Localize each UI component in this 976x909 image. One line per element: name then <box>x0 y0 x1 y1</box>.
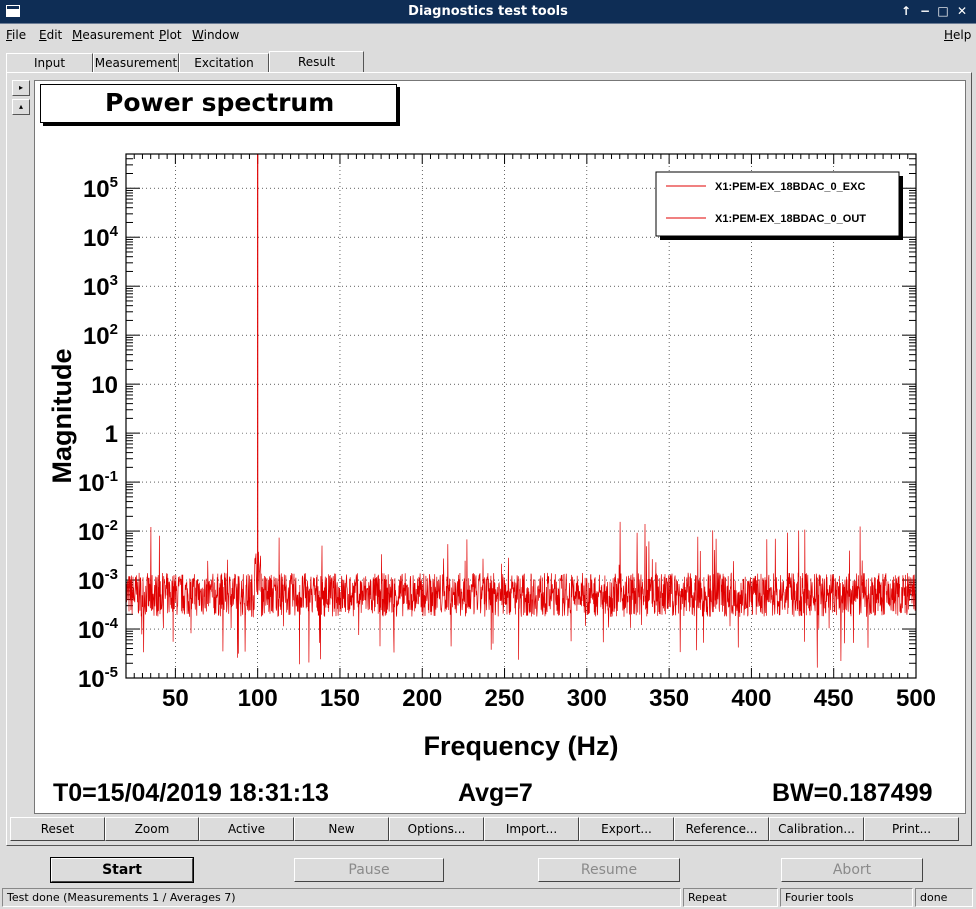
tab-input[interactable]: Input <box>6 53 93 73</box>
x-tick-label: 100 <box>238 685 278 712</box>
y-tick-label: 10-4 <box>78 615 119 644</box>
status-bar: Test done (Measurements 1 / Averages 7) … <box>0 887 976 908</box>
reset-button[interactable]: Reset <box>10 817 105 841</box>
status-state: done <box>915 888 973 907</box>
y-tick-label: 10-5 <box>78 664 118 693</box>
menu-edit[interactable]: Edit <box>39 28 63 42</box>
legend-label: X1:PEM-EX_18BDAC_0_OUT <box>715 213 866 225</box>
tab-bar: Input Measurement Excitation Result <box>0 51 976 73</box>
y-tick-label: 10-1 <box>78 468 118 497</box>
y-tick-label: 103 <box>83 272 118 301</box>
y-axis-label: Magnitude <box>47 349 77 484</box>
menu-plot[interactable]: Plot <box>159 28 182 42</box>
menu-bar: File Edit Measurement Plot Window Help <box>0 25 976 47</box>
title-bar: Diagnostics test tools ↑ − □ ✕ <box>0 0 976 24</box>
status-message: Test done (Measurements 1 / Averages 7) <box>2 888 681 907</box>
calibration-button[interactable]: Calibration... <box>769 817 864 841</box>
import-button[interactable]: Import... <box>484 817 579 841</box>
expand-arrow-icon[interactable]: ▸ <box>12 80 30 96</box>
x-tick-label: 250 <box>485 685 525 712</box>
new-button[interactable]: New <box>294 817 389 841</box>
options-button[interactable]: Options... <box>389 817 484 841</box>
minimize-icon[interactable]: − <box>919 4 931 18</box>
menu-file[interactable]: File <box>6 28 27 42</box>
export-button[interactable]: Export... <box>579 817 674 841</box>
status-tool: Fourier tools <box>780 888 913 907</box>
pause-button[interactable]: Pause <box>294 858 444 882</box>
menu-help[interactable]: Help <box>944 28 972 42</box>
x-tick-label: 500 <box>896 685 936 712</box>
plot-toolbar: Reset Zoom Active New Options... Import.… <box>10 817 960 841</box>
zoom-button[interactable]: Zoom <box>105 817 199 841</box>
resume-button[interactable]: Resume <box>538 858 680 882</box>
bw-label: BW=0.187499 <box>772 779 933 807</box>
x-axis-label: Frequency (Hz) <box>423 731 618 761</box>
x-tick-label: 400 <box>731 685 771 712</box>
t0-label: T0=15/04/2019 18:31:13 <box>53 779 329 807</box>
close-icon[interactable]: ✕ <box>956 4 968 18</box>
collapse-arrow-icon[interactable]: ▴ <box>12 99 30 115</box>
y-tick-label: 105 <box>83 174 118 203</box>
abort-button[interactable]: Abort <box>781 858 923 882</box>
avg-label: Avg=7 <box>458 779 533 807</box>
menu-window[interactable]: Window <box>192 28 240 42</box>
maximize-icon[interactable]: □ <box>937 4 949 18</box>
tab-result[interactable]: Result <box>269 51 364 73</box>
plot-frame <box>125 153 917 679</box>
x-tick-label: 150 <box>320 685 360 712</box>
power-spectrum-chart[interactable]: 50 100 150 200 250 300 350 400 450 500 10-5 10-4 10-… <box>34 80 966 814</box>
status-mode: Repeat <box>683 888 778 907</box>
result-pane <box>6 72 972 846</box>
legend <box>655 171 900 237</box>
legend-label: X1:PEM-EX_18BDAC_0_EXC <box>715 181 865 193</box>
series-line <box>125 521 917 668</box>
window-title: Diagnostics test tools <box>408 4 568 19</box>
x-tick-label: 300 <box>567 685 607 712</box>
plot-title: Power spectrum <box>40 84 397 123</box>
y-tick-label: 10-3 <box>78 566 118 595</box>
menu-measurement[interactable]: Measurement <box>72 28 155 42</box>
y-tick-label: 10 <box>91 372 118 399</box>
tab-excitation[interactable]: Excitation <box>179 53 269 73</box>
y-tick-label: 104 <box>83 223 119 252</box>
x-tick-label: 200 <box>402 685 442 712</box>
active-button[interactable]: Active <box>199 817 294 841</box>
reference-button[interactable]: Reference... <box>674 817 769 841</box>
x-tick-label: 350 <box>649 685 689 712</box>
tab-measurement[interactable]: Measurement <box>93 53 179 73</box>
y-tick-label: 1 <box>105 421 118 448</box>
raise-window-icon[interactable]: ↑ <box>900 4 912 18</box>
y-tick-label: 102 <box>83 321 118 350</box>
start-button[interactable]: Start <box>50 857 194 883</box>
y-tick-label: 10-2 <box>78 517 118 546</box>
x-tick-label: 50 <box>162 685 189 712</box>
system-menu-icon[interactable] <box>6 5 20 17</box>
print-button[interactable]: Print... <box>864 817 959 841</box>
x-tick-label: 450 <box>814 685 854 712</box>
